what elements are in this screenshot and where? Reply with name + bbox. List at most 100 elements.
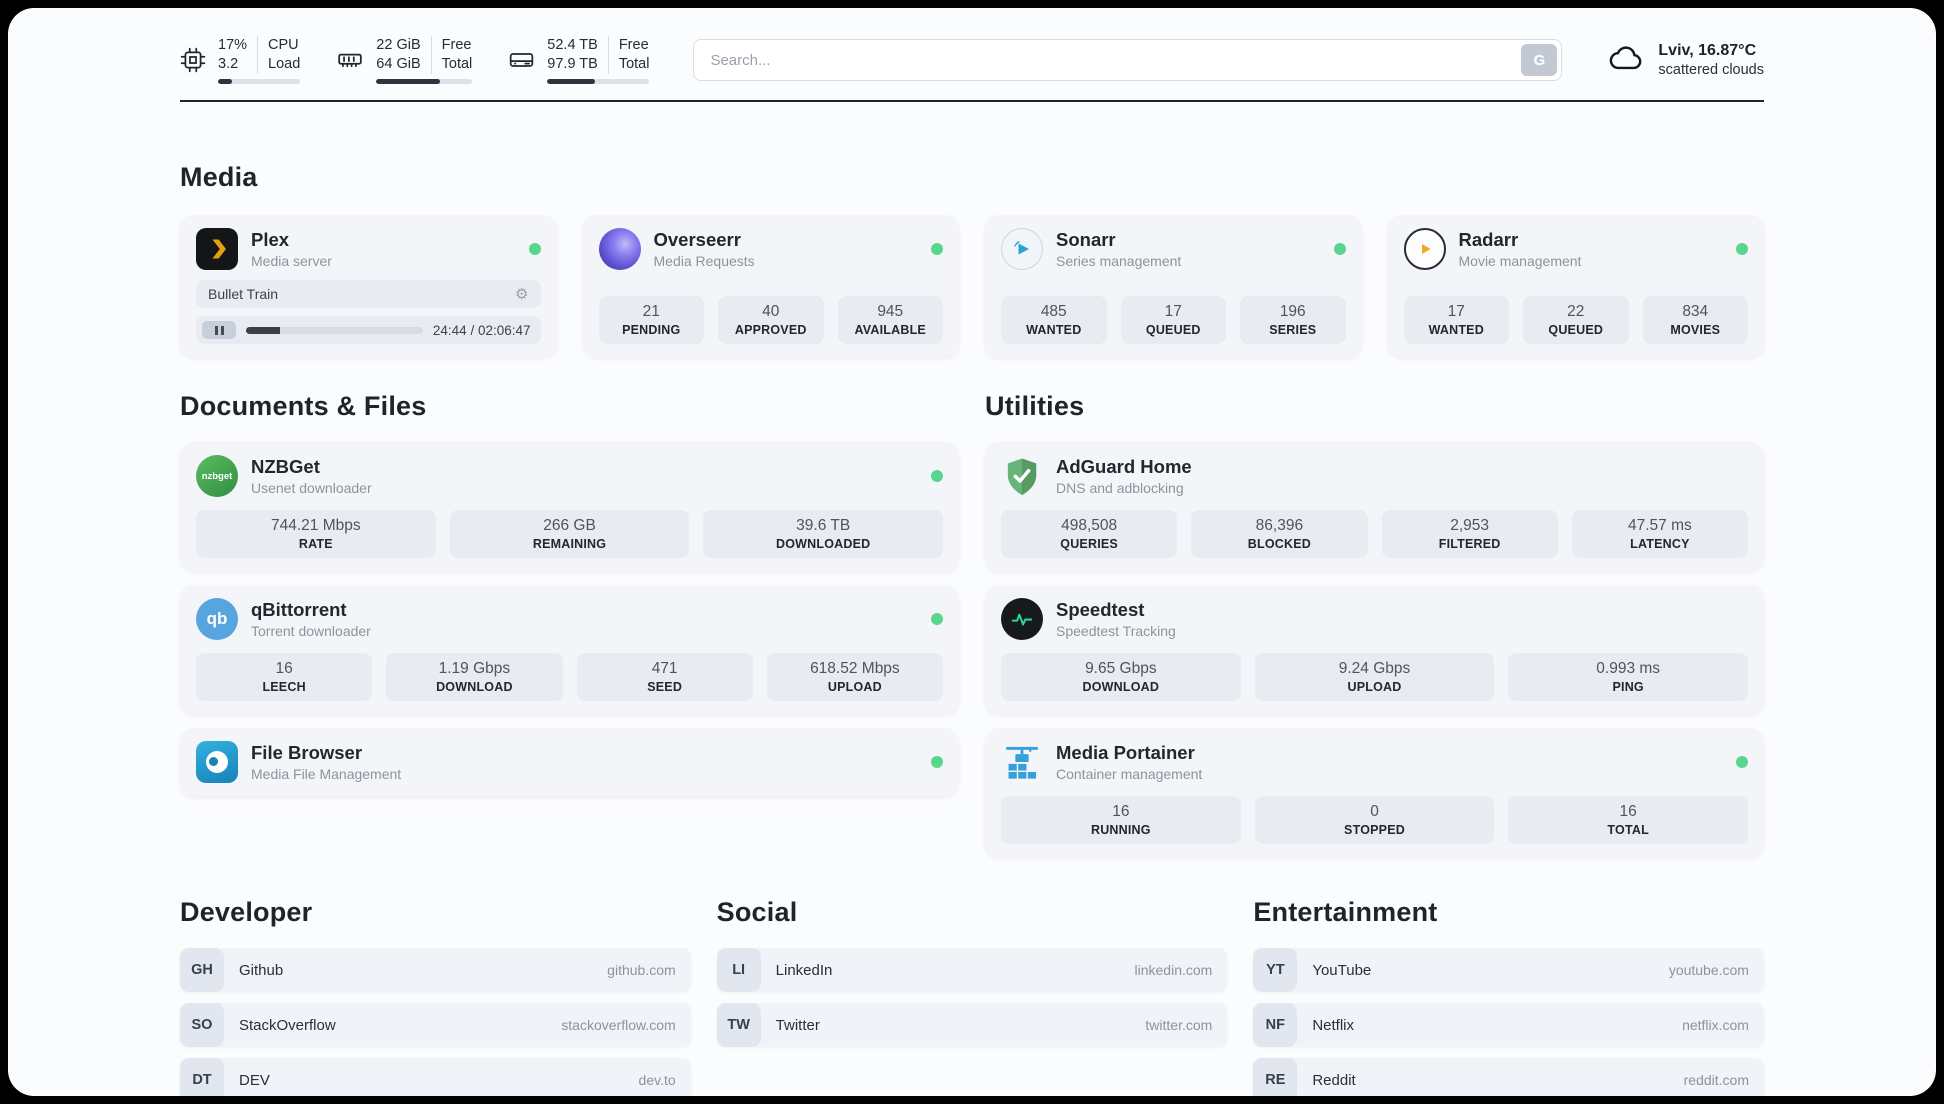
bookmark-url: dev.to [638,1072,676,1088]
metric-separator [430,36,432,74]
app-name: Sonarr [1056,229,1116,250]
bookmark-reddit[interactable]: RE Reddit reddit.com [1253,1058,1764,1096]
app-name: qBittorrent [251,599,347,620]
bookmark-name: Reddit [1312,1071,1356,1089]
search-engine-button[interactable]: G [1521,44,1558,76]
stat-downloaded: 39.6 TB DOWNLOADED [703,510,944,558]
status-dot [931,243,943,255]
section-title-media: Media [180,162,258,192]
cpu-progress-bar [218,78,301,84]
cpu-load-value: 3.2 [218,56,239,72]
disk-progress-bar [547,78,650,84]
pause-icon[interactable] [202,321,236,339]
qbittorrent-icon: qb [196,598,238,640]
media-grid: Plex Media server Bullet Train ⚙ 24:44 /… [180,215,1764,357]
stat-seed: 471 SEED [576,653,753,701]
stat-running: 16 RUNNING [1001,796,1241,844]
stat-upload: 618.52 Mbps UPLOAD [766,653,943,701]
status-dot [1736,756,1748,768]
stat-rate: 744.21 Mbps RATE [196,510,436,558]
stat-queries: 498,508 QUERIES [1001,510,1178,558]
section-documents: Documents & Files nzbget NZBGet Usenet d… [180,391,959,796]
app-card-speedtest[interactable]: Speedtest Speedtest Tracking 9.65 Gbps D… [985,585,1764,714]
search-input[interactable] [693,39,1563,81]
bookmark-url: twitter.com [1145,1017,1213,1033]
app-card-filebrowser[interactable]: File Browser Media File Management [180,728,959,796]
status-dot [1333,243,1346,255]
status-dot [931,613,943,625]
app-name: Plex [251,229,290,250]
bookmark-github[interactable]: GH Github github.com [180,948,691,992]
disk-label-bottom: Total [618,56,650,72]
playback-progress-bar[interactable] [246,326,423,334]
dev-icon: DT [180,1058,224,1096]
netflix-icon: NF [1253,1003,1298,1047]
app-name: Overseerr [653,229,741,250]
system-metrics: 17% 3.2 CPU Load [180,36,650,84]
app-description: Media server [251,253,332,269]
section-title-developer: Developer [180,897,313,927]
bookmark-stackoverflow[interactable]: SO StackOverflow stackoverflow.com [180,1003,691,1047]
bookmark-group-developer: Developer GH Github github.com SO StackO… [180,897,691,1096]
bookmark-youtube[interactable]: YT YouTube youtube.com [1253,948,1764,992]
stackoverflow-icon: SO [180,1003,224,1047]
cloud-icon [1606,41,1646,80]
app-name: AdGuard Home [1056,456,1192,477]
playback-time: 24:44 / 02:06:47 [432,322,531,338]
status-dot [931,756,943,768]
bookmark-netflix[interactable]: NF Netflix netflix.com [1253,1003,1764,1047]
adguard-icon [1001,455,1043,497]
stat-ping: 0.993 ms PING [1508,653,1749,701]
cpu-usage-value: 17% [218,37,248,54]
stat-blocked: 86,396 BLOCKED [1191,510,1368,558]
metric-separator [257,36,259,74]
plex-icon [196,228,238,270]
app-description: Speedtest Tracking [1056,623,1176,639]
bookmark-name: YouTube [1312,961,1372,979]
stat-movies: 834 MOVIES [1642,296,1748,344]
bookmark-group-entertainment: Entertainment YT YouTube youtube.com NF … [1253,897,1764,1096]
app-card-overseerr[interactable]: Overseerr Media Requests 21 PENDING 40 A… [582,215,959,357]
youtube-icon: YT [1253,948,1298,992]
bookmark-url: netflix.com [1682,1017,1749,1033]
cpu-icon [180,47,206,73]
app-card-plex[interactable]: Plex Media server Bullet Train ⚙ 24:44 /… [180,215,557,357]
topbar-divider [180,100,1764,102]
section-title-entertainment: Entertainment [1253,897,1438,927]
ram-metric: 22 GiB 64 GiB Free Total [336,36,473,84]
metric-separator [607,36,609,74]
now-playing-title: Bullet Train [208,286,279,302]
weather-widget[interactable]: Lviv, 16.87°C scattered clouds [1606,41,1764,80]
app-description: Movie management [1458,253,1582,269]
stat-upload: 9.24 Gbps UPLOAD [1254,653,1495,701]
stat-total: 16 TOTAL [1508,796,1749,844]
stat-latency: 47.57 ms LATENCY [1571,510,1748,558]
bookmark-linkedin[interactable]: LI LinkedIn linkedin.com [716,948,1228,992]
app-card-nzbget[interactable]: nzbget NZBGet Usenet downloader 744.21 M… [180,442,959,571]
app-card-adguard[interactable]: AdGuard Home DNS and adblocking 498,508 … [985,442,1764,571]
overseerr-icon [598,228,641,270]
speedtest-icon [1001,598,1043,640]
section-title-social: Social [716,897,798,927]
app-card-sonarr[interactable]: Sonarr Series management 485 WANTED 17 Q… [985,215,1362,357]
stat-wanted: 485 WANTED [1001,296,1107,344]
section-utilities: Utilities AdGuard Home [985,391,1764,857]
bookmark-url: stackoverflow.com [561,1017,676,1033]
app-card-portainer[interactable]: Media Portainer Container management 16 … [985,728,1764,857]
stat-leech: 16 LEECH [196,653,373,701]
stat-queued: 17 QUEUED [1120,296,1226,344]
app-name: NZBGet [251,456,320,477]
app-description: Media File Management [251,766,402,782]
bookmark-dev[interactable]: DT DEV dev.to [180,1058,691,1096]
ram-icon [336,47,364,73]
app-card-qbittorrent[interactable]: qb qBittorrent Torrent downloader 16 LEE… [180,585,959,714]
app-card-radarr[interactable]: Radarr Movie management 17 WANTED 22 QUE… [1387,215,1764,357]
disk-total-value: 97.9 TB [547,56,598,72]
gear-icon[interactable]: ⚙ [515,286,529,303]
app-description: Usenet downloader [251,480,372,496]
stat-filtered: 2,953 FILTERED [1381,510,1558,558]
app-description: Series management [1056,253,1182,269]
bookmark-twitter[interactable]: TW Twitter twitter.com [716,1003,1228,1047]
stat-download: 9.65 Gbps DOWNLOAD [1001,653,1241,701]
section-title-utilities: Utilities [985,391,1085,421]
